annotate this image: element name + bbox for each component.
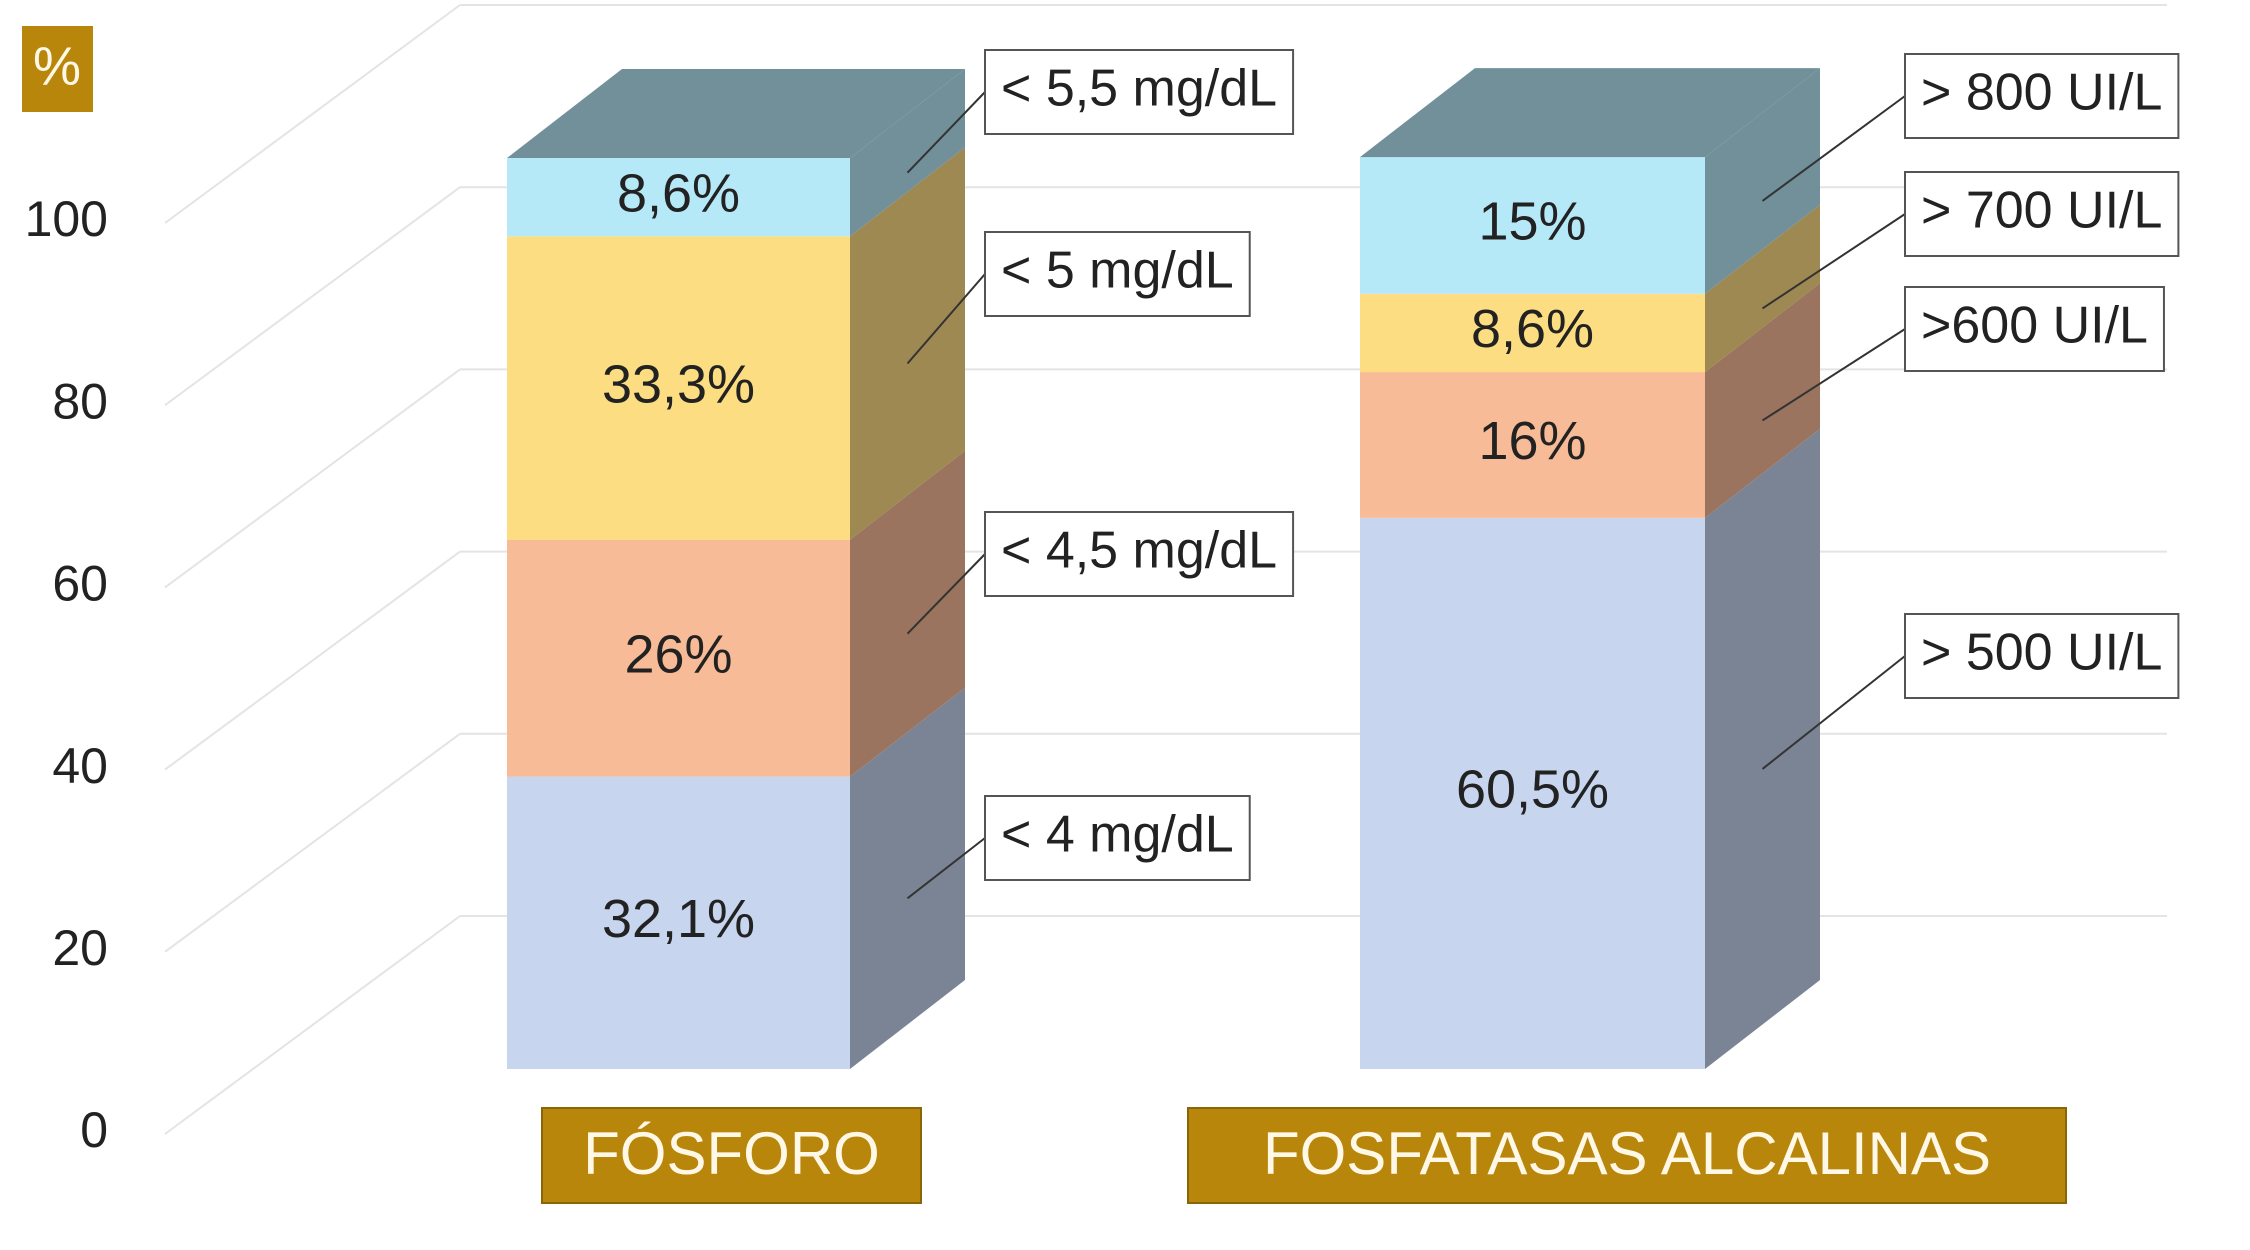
bar-segment-side	[850, 687, 965, 1069]
category-box	[1187, 1107, 2067, 1204]
bar-segment-side	[1705, 283, 1820, 518]
data-label: 8,6%	[1471, 299, 1594, 359]
bar-top	[507, 69, 965, 158]
legend-box	[984, 511, 1295, 597]
leader-line	[906, 553, 986, 635]
leader-line	[906, 273, 986, 365]
leader-line	[906, 91, 986, 174]
legend-box	[1904, 53, 2180, 139]
grid-line	[164, 550, 461, 771]
bar-segment-side	[1705, 204, 1820, 373]
grid-line	[164, 915, 461, 1135]
bar-segment	[1360, 372, 1705, 518]
bar-segment	[1360, 293, 1705, 373]
x-tick-label: FOSFATASAS ALCALINAS	[1263, 1120, 1991, 1187]
grid-line	[164, 4, 461, 224]
bar-segment-side	[850, 147, 965, 540]
legend-box	[984, 49, 1295, 135]
data-label: 33,3%	[602, 354, 755, 414]
legend-label: < 5,5 mg/dL	[1001, 60, 1277, 118]
y-tick-label: 40	[52, 738, 108, 794]
legend-box	[984, 231, 1251, 317]
leader-line	[1761, 95, 1906, 202]
y-axis-label: %	[33, 36, 81, 96]
legend-label: < 4,5 mg/dL	[1001, 522, 1277, 580]
legend-box	[1904, 286, 2165, 372]
y-tick-label: 60	[52, 556, 108, 612]
leader-line	[906, 837, 986, 900]
bar-top	[1360, 68, 1820, 158]
legend-label: < 4 mg/dL	[1001, 806, 1234, 864]
y-label-box	[22, 26, 93, 112]
bar-segment	[507, 539, 850, 777]
y-tick-label: 100	[25, 191, 108, 247]
category-box	[541, 1107, 922, 1204]
legend-label: >600 UI/L	[1921, 297, 2148, 355]
data-label: 16%	[1478, 411, 1586, 471]
bar-segment-side	[1705, 428, 1820, 1070]
data-label: 60,5%	[1456, 760, 1609, 820]
grid-line	[164, 186, 461, 407]
legend-box	[1904, 613, 2180, 699]
bar-segment-side	[850, 69, 965, 237]
bar-segment	[507, 236, 850, 540]
legend-label: > 500 UI/L	[1921, 624, 2162, 682]
legend-box	[1904, 171, 2180, 257]
leader-line	[1761, 213, 1906, 310]
y-tick-label: 20	[52, 920, 108, 976]
legend-label: > 700 UI/L	[1921, 182, 2162, 240]
legend-box	[984, 795, 1251, 881]
bar-segment	[507, 158, 850, 237]
x-tick-label: FÓSFORO	[583, 1120, 880, 1187]
bar-segment	[1360, 517, 1705, 1069]
grid-line	[164, 368, 461, 589]
data-label: 8,6%	[617, 163, 740, 223]
bar-segment-side	[850, 450, 965, 777]
data-label: 32,1%	[602, 889, 755, 949]
legend-label: < 5 mg/dL	[1001, 242, 1234, 300]
y-tick-label: 0	[80, 1102, 108, 1158]
bar-segment-side	[1705, 68, 1820, 294]
bar-segment	[1360, 157, 1705, 294]
leader-line	[1761, 328, 1906, 422]
bar-segment	[507, 776, 850, 1069]
legend-label: > 800 UI/L	[1921, 64, 2162, 122]
leader-line	[1761, 655, 1906, 770]
grid-line	[164, 732, 461, 953]
data-label: 15%	[1478, 192, 1586, 252]
y-tick-label: 80	[52, 373, 108, 429]
data-label: 26%	[624, 624, 732, 684]
